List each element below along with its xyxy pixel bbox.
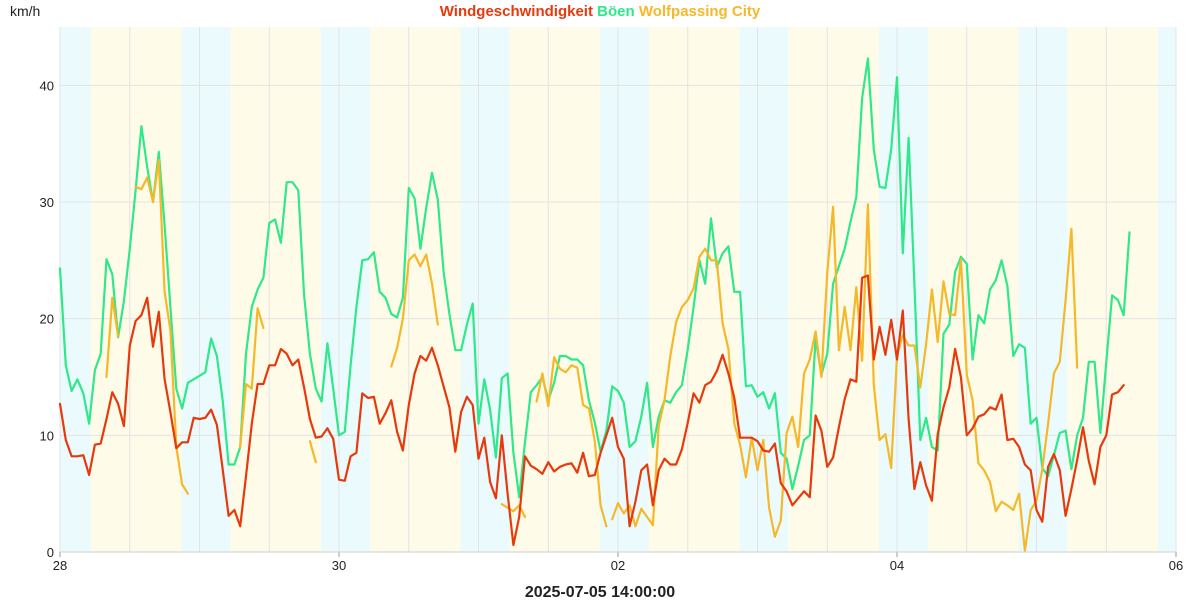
title-windspeed: Windgeschwindigkeit — [439, 3, 593, 20]
title-station: Wolfpassing City — [638, 3, 761, 20]
axes: 0 10 20 30 40 28 30 02 04 06 — [40, 78, 1184, 573]
x-tick-label: 28 — [53, 558, 67, 573]
y-tick-label: 10 — [40, 428, 54, 443]
series-line-windgeschwindigkeit — [58, 274, 1125, 547]
y-tick-label: 20 — [40, 312, 54, 327]
timestamp-footer: 2025-07-05 14:00:00 — [524, 584, 676, 601]
day-band — [927, 27, 1019, 552]
y-tick-label: 0 — [47, 545, 54, 560]
series-line-wolfpassing-city — [105, 158, 1079, 552]
day-band — [1067, 27, 1158, 552]
series-line-b-en — [58, 57, 1131, 499]
title-gusts: Böen — [597, 3, 635, 20]
x-tick-label: 06 — [1169, 558, 1183, 573]
y-tick-label: 30 — [40, 195, 54, 210]
x-tick-label: 02 — [611, 558, 625, 573]
day-band — [230, 27, 321, 552]
x-tick-label: 04 — [890, 558, 904, 573]
series-lines — [58, 57, 1131, 552]
y-tick-label: 40 — [40, 78, 54, 93]
chart-title: Windgeschwindigkeit Böen Wolfpassing Cit… — [0, 3, 1200, 20]
day-band — [90, 27, 182, 552]
x-tick-label: 30 — [332, 558, 346, 573]
y-axis-unit: km/h — [10, 3, 41, 19]
